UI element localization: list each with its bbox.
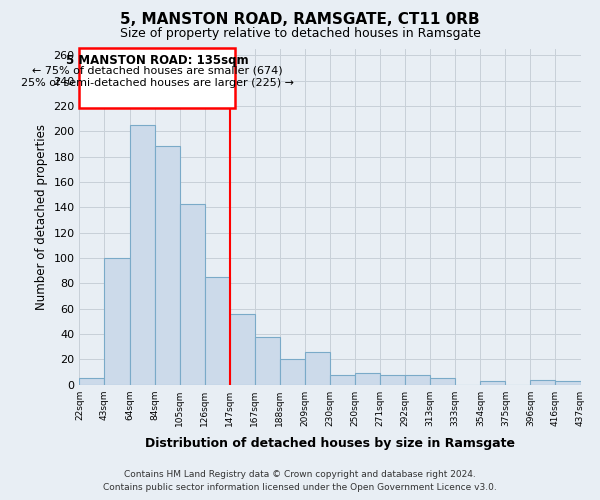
Y-axis label: Number of detached properties: Number of detached properties [35,124,48,310]
Text: 5 MANSTON ROAD: 135sqm: 5 MANSTON ROAD: 135sqm [66,54,248,67]
Text: ← 75% of detached houses are smaller (674): ← 75% of detached houses are smaller (67… [32,66,283,76]
X-axis label: Distribution of detached houses by size in Ramsgate: Distribution of detached houses by size … [145,437,515,450]
Bar [430,378,455,384]
Text: 25% of semi-detached houses are larger (225) →: 25% of semi-detached houses are larger (… [20,78,293,88]
Bar [79,48,235,108]
Bar [130,125,155,384]
Bar [380,374,405,384]
Bar [179,204,205,384]
Bar [305,352,330,384]
Bar [556,381,581,384]
Bar [205,277,230,384]
Bar [280,360,305,384]
Text: Contains HM Land Registry data © Crown copyright and database right 2024.
Contai: Contains HM Land Registry data © Crown c… [103,470,497,492]
Text: 5, MANSTON ROAD, RAMSGATE, CT11 0RB: 5, MANSTON ROAD, RAMSGATE, CT11 0RB [120,12,480,28]
Bar [155,146,179,384]
Bar [480,381,505,384]
Bar [230,314,255,384]
Bar [530,380,556,384]
Bar [405,374,430,384]
Bar [79,378,104,384]
Bar [355,374,380,384]
Bar [255,336,280,384]
Bar [104,258,130,384]
Text: Size of property relative to detached houses in Ramsgate: Size of property relative to detached ho… [119,28,481,40]
Bar [330,374,355,384]
